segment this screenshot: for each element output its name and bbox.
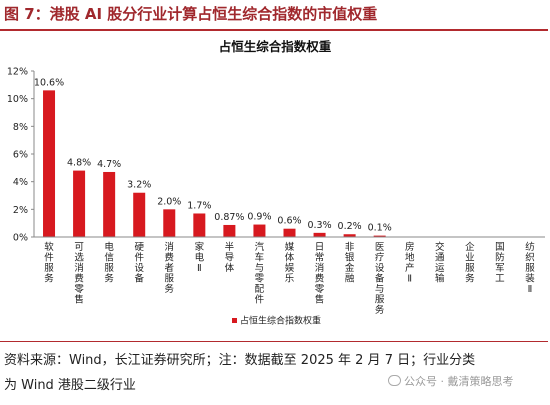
figure-title: 图 7：港股 AI 股分行业计算占恒生综合指数的市值权重: [4, 5, 378, 23]
wechat-icon: [388, 375, 401, 386]
bar-value-label: 0.87%: [214, 212, 244, 223]
source-note: 资料来源：Wind，长江证券研究所；注：数据截至 2025 年 2 月 7 日；…: [4, 348, 544, 398]
bar-value-label: 2.0%: [157, 196, 181, 207]
bar: [373, 235, 386, 237]
x-tick-label: 企业服务: [465, 241, 475, 285]
y-tick-label: 4%: [13, 177, 28, 188]
bar-value-label: 0.3%: [307, 220, 331, 231]
bar: [163, 209, 176, 237]
bar: [313, 232, 326, 237]
bar-chart: 占恒生综合指数权重 0% 2% 4% 6% 8% 10% 12% 10.6% 4.8% 4.7%…: [7, 39, 545, 327]
source-line-1: 资料来源：Wind，长江证券研究所；注：数据截至 2025 年 2 月 7 日；…: [4, 353, 476, 368]
footer-divider: [0, 341, 548, 342]
legend-label: 占恒生综合指数权重: [240, 315, 321, 327]
x-tick-label: 非银金融: [345, 241, 355, 285]
x-tick-label: 硬件设备: [134, 242, 144, 285]
bar-value-label: 1.7%: [187, 200, 211, 211]
y-tick-label: 2%: [13, 205, 28, 216]
x-tick-label: 消费者服务: [165, 241, 175, 295]
chart-title: 占恒生综合指数权重: [219, 39, 332, 54]
y-tick-label: 0%: [13, 233, 28, 244]
source-line-2: 为 Wind 港股二级行业: [4, 378, 136, 393]
x-tick-label: 可选消费零售: [74, 242, 84, 306]
x-tick-label: 软件服务: [44, 241, 54, 285]
bar-series: [43, 90, 386, 237]
y-axis: 0% 2% 4% 6% 8% 10% 12%: [7, 67, 35, 244]
x-tick-label: 交通运输: [435, 241, 445, 285]
x-tick-label: 媒体娱乐: [285, 241, 295, 285]
bar-value-label: 0.1%: [368, 223, 392, 234]
x-axis: 软件服务 可选消费零售 电信服务 硬件设备 消费者服务 家电 Ⅱ 半导体 汽车与零配件 媒体娱乐 日…: [34, 236, 545, 316]
value-labels: 10.6% 4.8% 4.7% 3.2% 2.0% 1.7%0.87% 0.9% 0.6% 0.…: [34, 77, 392, 233]
watermark: 公众号 · 戴清策略思考: [388, 373, 514, 389]
bar: [43, 90, 56, 237]
bar-value-label: 0.6%: [277, 216, 301, 227]
bar: [193, 213, 206, 237]
x-tick-label: 家电 Ⅱ: [195, 241, 205, 274]
bar: [283, 228, 296, 237]
y-tick-label: 6%: [13, 150, 28, 161]
bar-value-label: 4.8%: [67, 158, 91, 169]
x-tick-label: 日常消费零售: [315, 242, 325, 306]
legend-swatch: [232, 318, 237, 323]
bar-value-label: 3.2%: [127, 180, 151, 191]
bar: [73, 170, 86, 237]
x-tick-label: 医疗设备与服务: [375, 242, 385, 316]
y-tick-label: 10%: [7, 94, 28, 105]
bar: [223, 224, 236, 237]
bar-value-label: 0.9%: [247, 212, 271, 223]
x-tick-label: 汽车与零配件: [255, 241, 265, 306]
x-tick-label: 半导体: [225, 241, 235, 274]
x-tick-label: 纺织服装 Ⅱ: [525, 241, 535, 295]
x-tick-label: 电信服务: [104, 241, 114, 285]
bar: [343, 234, 356, 237]
watermark-text: 公众号 · 戴清策略思考: [404, 375, 514, 388]
bar-value-label: 0.2%: [338, 221, 362, 232]
x-tick-label: 房地产 Ⅱ: [405, 241, 415, 285]
y-tick-label: 12%: [7, 67, 28, 78]
y-tick-label: 8%: [13, 122, 28, 133]
bar-value-label: 4.7%: [97, 159, 121, 170]
bar: [133, 192, 146, 237]
bar: [253, 224, 266, 237]
bar: [103, 171, 116, 237]
x-tick-label: 国防军工: [495, 242, 505, 285]
bar-value-label: 10.6%: [34, 77, 64, 88]
title-divider: [0, 29, 548, 31]
legend: 占恒生综合指数权重: [232, 315, 321, 327]
